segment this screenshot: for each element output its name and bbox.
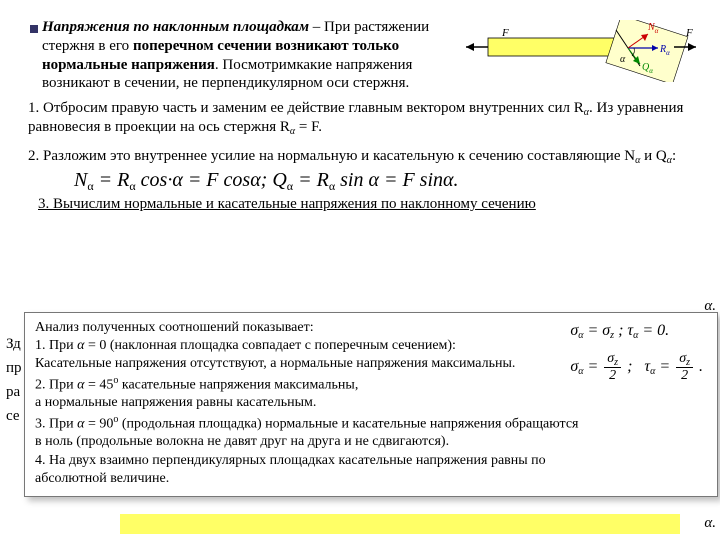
intro-title: Напряжения по наклонным площадкам [42,19,309,35]
intro-text: Напряжения по наклонным площадкам – При … [42,18,462,93]
overlay-line-6: в ноль (продольные волокна не давят друг… [35,433,707,451]
item-2: 2. Разложим это внутреннее усилие на нор… [24,147,700,166]
force-diagram: F F Rα Nα Qα α [462,20,700,82]
section-3-title: 3. Вычислим нормальные и касательные нап… [24,196,700,213]
ghost-right-bot: α. [704,515,716,532]
overlay-line-7: 4. На двух взаимно перпендикулярных площ… [35,452,707,470]
overlay-line-5: 3. При α = 90о (продольная площадка) нор… [35,413,707,434]
svg-text:α: α [620,54,626,65]
svg-text:F: F [685,27,693,39]
item-1: 1. Отбросим правую часть и заменим ее де… [24,99,700,137]
bullet-square [30,25,38,33]
overlay-line-8: абсолютной величине. [35,470,707,488]
analysis-overlay: σα = σz ; τα = 0. σα = σz2 ; τα = σz2 . … [24,312,718,497]
svg-text:F: F [501,27,509,39]
overlay-equations: σα = σz ; τα = 0. σα = σz2 ; τα = σz2 . [570,321,703,389]
intro-block: Напряжения по наклонным площадкам – При … [24,18,700,93]
ghost-left-text: Зд пр ра се [6,332,22,428]
main-formula: Nα = Rα cos·α = F cosα; Qα = Rα sin α = … [74,169,700,192]
ghost-highlight [120,514,680,534]
overlay-line-4: а нормальные напряжения равны касательны… [35,394,707,412]
